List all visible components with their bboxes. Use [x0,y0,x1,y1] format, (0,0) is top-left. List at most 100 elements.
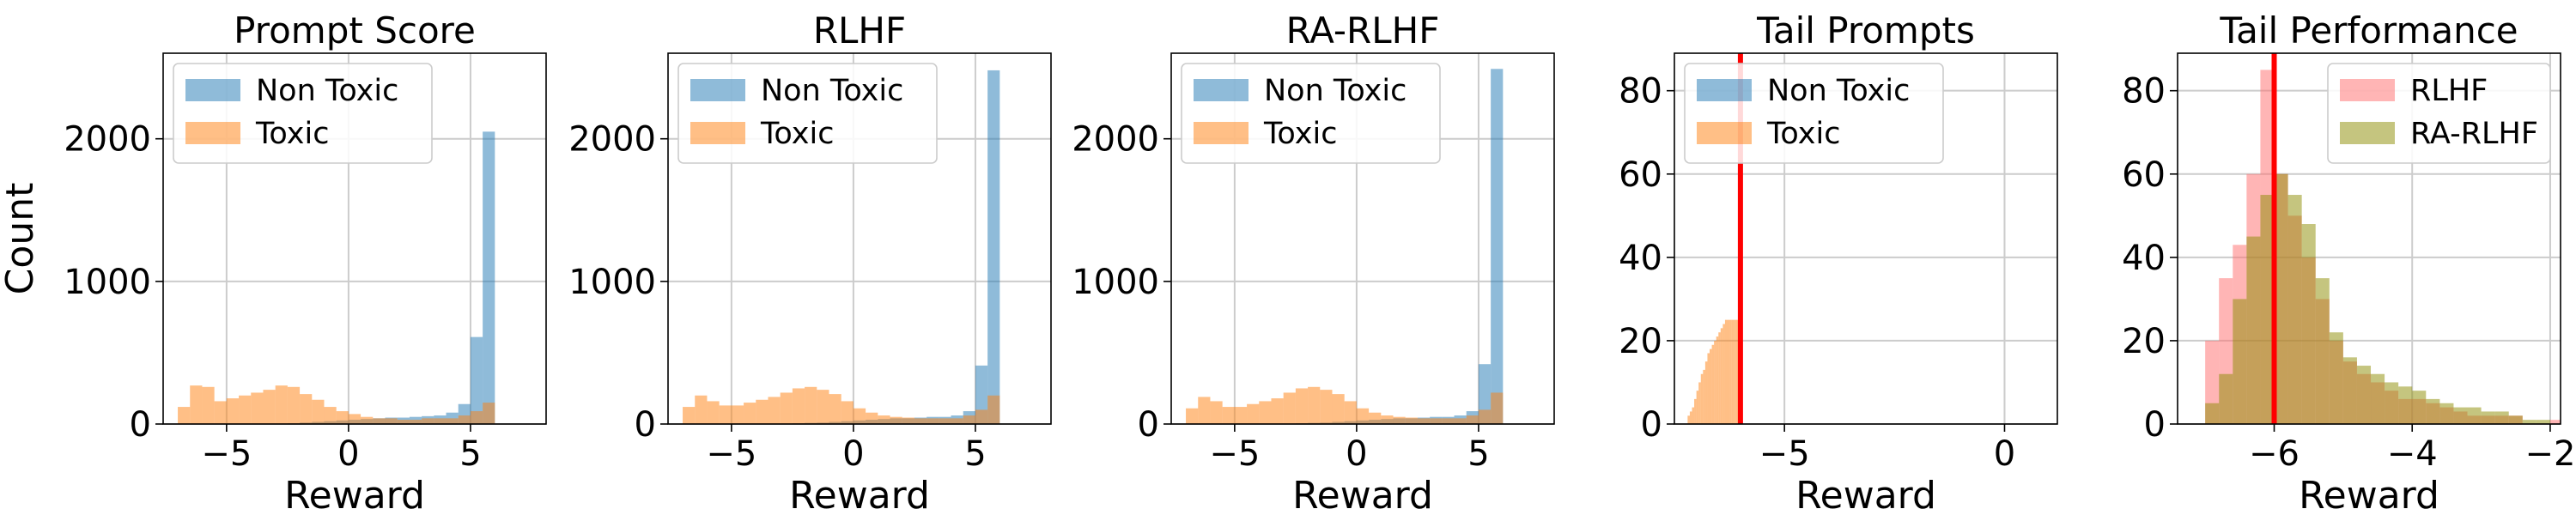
histogram-bar-toxic [927,418,939,424]
histogram-bar-toxic [1703,369,1705,424]
histogram-bar-toxic [866,412,878,424]
histogram-bar-toxic [1466,415,1479,424]
histogram-bar-ra-rlhf [2536,420,2550,424]
histogram-bar-ra-rlhf [2246,236,2261,424]
histogram-bar-toxic [792,388,805,424]
histogram-bar-ra-rlhf [2260,195,2275,424]
chart-panel-2: −5 0 5 0 1000 2000 RLHF Reward Non Toxic Toxic [568,9,1052,515]
histogram-bar-toxic [1698,382,1701,424]
histogram-bar-toxic [1234,407,1248,424]
histogram-bar-non-toxic [1478,364,1492,424]
axes-frame [667,52,1052,425]
legend-swatch [690,79,745,101]
histogram-bar-toxic [422,418,434,424]
histogram-bar-ra-rlhf [2287,195,2302,424]
legend-swatch [690,122,745,144]
histogram-bar-toxic [458,415,471,424]
histogram-bar-toxic [1704,361,1708,424]
histogram-bar-toxic [336,411,349,424]
chart-title: RLHF [813,9,906,52]
histogram-bar-toxic [987,395,1000,424]
chart-title: Tail Prompts [1756,9,1975,52]
histogram-bar-ra-rlhf [2412,391,2427,424]
legend-swatch [2340,122,2395,144]
histogram-bar-toxic [214,401,227,424]
histogram-bar-ra-rlhf [2301,224,2316,424]
histogram-bar-ra-rlhf [2481,411,2495,424]
histogram-bar-toxic [780,392,793,424]
histogram-bar-toxic [975,409,988,424]
histogram-bar-ra-rlhf [2233,299,2247,424]
histogram-bar-toxic [1727,319,1730,424]
x-tick-label: −6 [2249,434,2300,474]
histogram-bar-toxic [226,398,240,424]
histogram-bar-ra-rlhf [2467,407,2482,424]
histogram-bar-toxic [744,403,756,424]
histogram-bar-toxic [239,395,252,424]
y-tick-label: 1000 [568,263,656,302]
histogram-bar-toxic [1283,392,1296,424]
histogram-bar-toxic [1393,416,1406,424]
histogram-bar-toxic [275,385,288,424]
histogram-bar-toxic [853,408,866,424]
legend-swatch [1697,79,1752,101]
x-tick-label: −4 [2387,434,2438,474]
histogram-bar-toxic [178,407,191,424]
y-tick-label: 2000 [568,120,656,160]
histogram-bar-non-toxic [470,336,483,424]
histogram-bar-toxic [312,399,325,424]
histogram-bar-toxic [1295,388,1309,424]
chart-panel-3: −5 0 5 0 1000 2000 RA-RLHF Reward Non Toxic Toxic [1072,9,1555,515]
chart-title: RA-RLHF [1286,9,1440,52]
y-tick-label: 0 [635,405,656,445]
histogram-bar-toxic [1369,412,1382,424]
histogram-bar-toxic [1381,415,1394,424]
histogram-bar-toxic [470,411,483,424]
y-tick-label: 0 [1641,405,1662,445]
histogram-bar-toxic [397,420,410,424]
axes-frame [1170,52,1555,425]
histogram-bar-toxic [1186,408,1199,424]
bars-group [1186,69,1504,424]
x-tick-label: 0 [1994,434,2015,474]
histogram-bar-toxic [1722,324,1725,424]
histogram-bar-toxic [287,386,301,424]
histogram-bar-toxic [1692,407,1695,424]
histogram-bar-ra-rlhf [2371,373,2385,424]
y-tick-label: 0 [1138,405,1159,445]
x-tick-label: 0 [1346,434,1367,474]
legend-label: Non Toxic [1264,74,1406,108]
histogram-bar-toxic [251,392,264,424]
y-tick-label: 2000 [64,120,151,160]
x-axis-label: Reward [1795,474,1936,515]
legend-swatch [185,122,240,144]
histogram-bar-toxic [1710,348,1712,424]
legend-swatch [1697,122,1752,144]
histogram-bar-toxic [914,418,927,424]
x-axis-label: Reward [789,474,930,515]
histogram-bar-rlhf [2549,420,2561,424]
histogram-bar-ra-rlhf [2385,382,2399,424]
legend-swatch [1194,79,1249,101]
chart-panel-4: −5 0 0 20 40 60 80 Tail Prompts Reward Non Toxic T… [1619,9,2058,515]
histogram-bar-toxic [190,385,203,424]
histogram-bar-toxic [756,399,769,424]
histogram-bar-toxic [1735,319,1739,424]
legend-label: Toxic [760,117,834,151]
histogram-bar-toxic [1734,319,1736,424]
x-axis-label: Reward [2299,474,2439,515]
axes-frame [2177,52,2561,425]
x-tick-label: 5 [1467,434,1489,474]
y-tick-label: 40 [1619,239,1662,278]
histogram-bar-toxic [1718,332,1721,424]
x-tick-label: −5 [706,434,756,474]
y-tick-label: 0 [130,405,151,445]
histogram-bar-ra-rlhf [2356,366,2372,424]
histogram-bar-toxic [1724,319,1728,424]
y-tick-label: 80 [2122,72,2166,112]
histogram-bar-toxic [683,407,696,424]
histogram-bar-ra-rlhf [2398,386,2413,424]
legend-label: Toxic [255,117,329,151]
y-tick-label: 40 [2122,239,2166,278]
axes-frame [162,52,547,425]
